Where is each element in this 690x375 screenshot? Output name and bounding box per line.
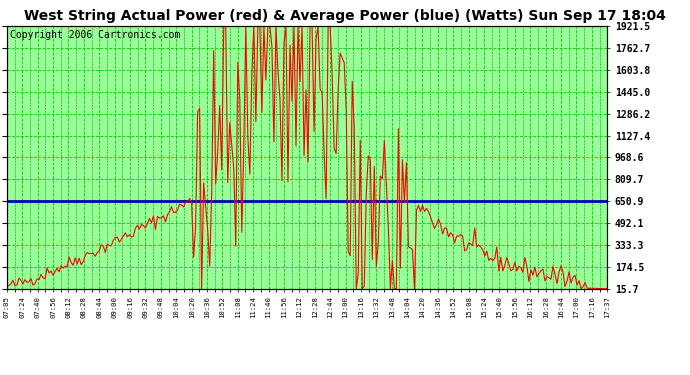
Text: West String Actual Power (red) & Average Power (blue) (Watts) Sun Sep 17 18:04: West String Actual Power (red) & Average… [24,9,666,23]
Text: Copyright 2006 Cartronics.com: Copyright 2006 Cartronics.com [10,30,180,40]
